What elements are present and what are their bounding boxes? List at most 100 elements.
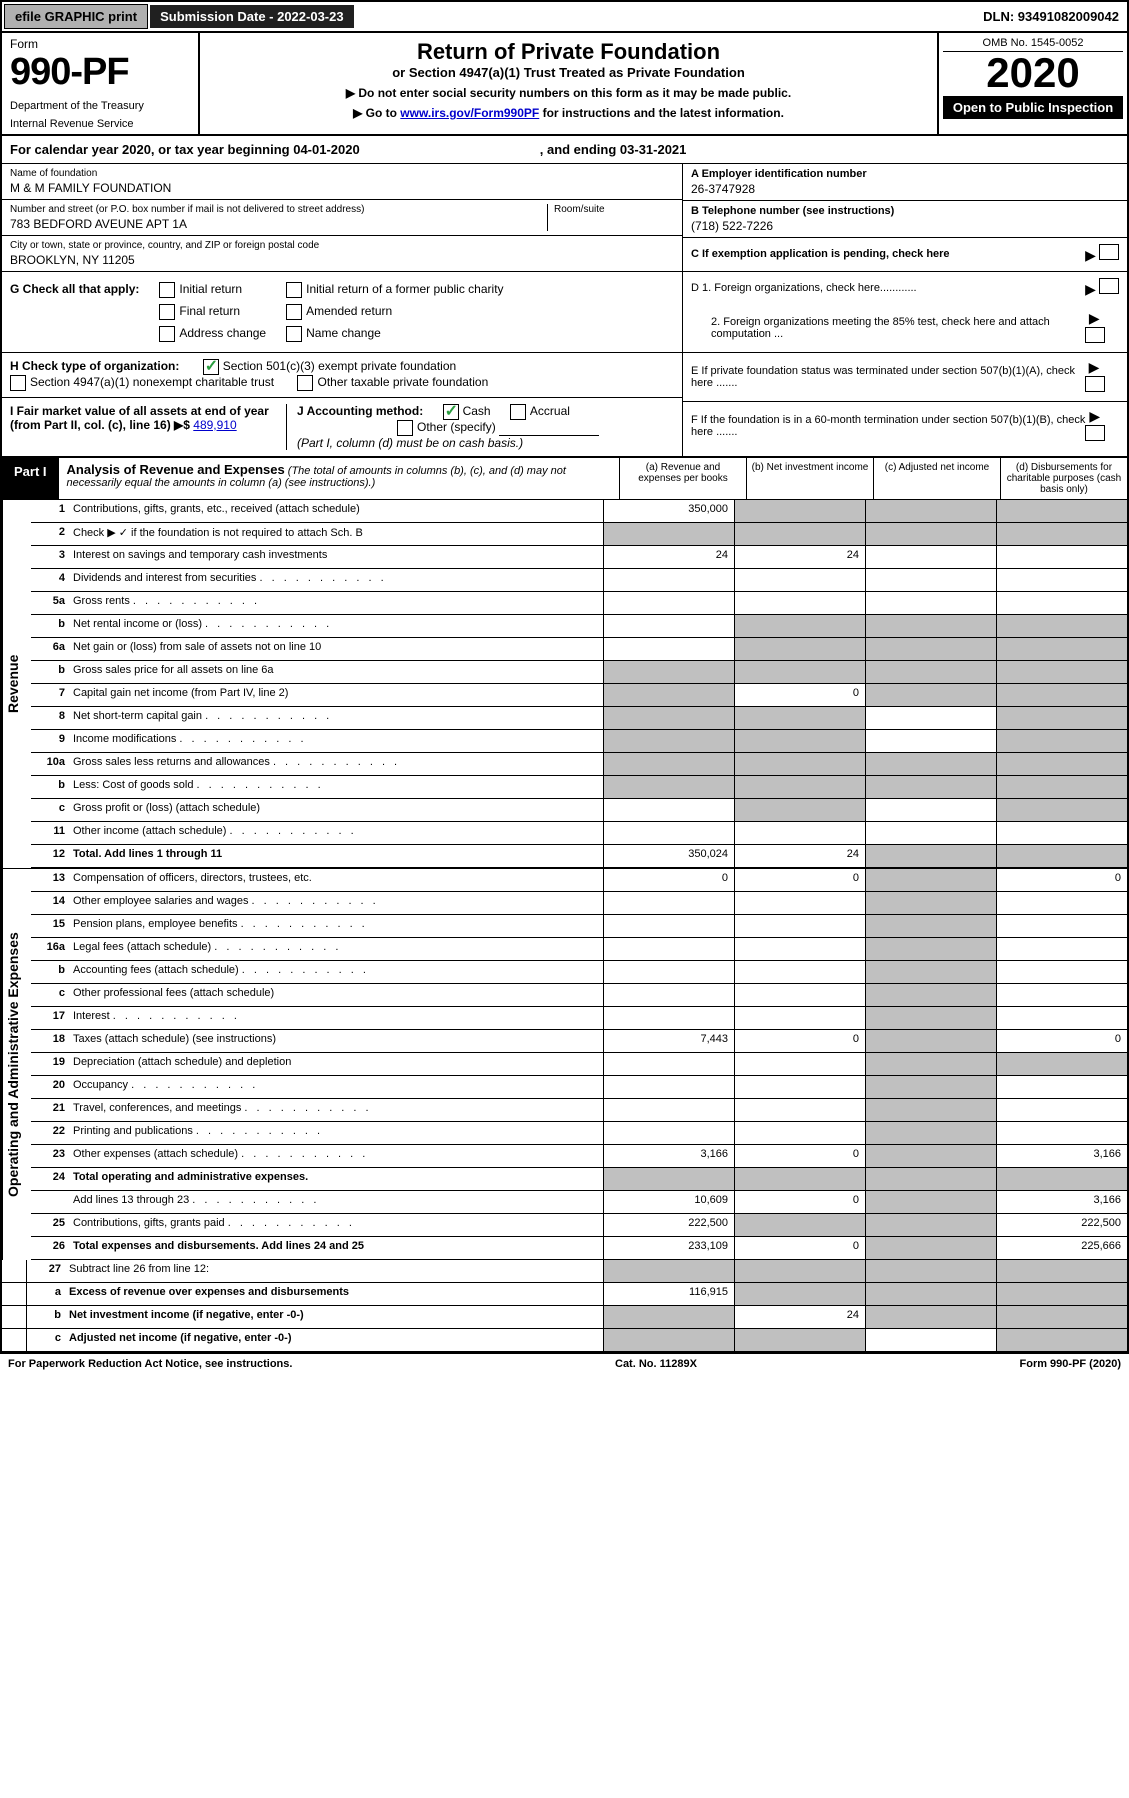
col-c-val <box>865 1099 996 1121</box>
col-a-val <box>603 1122 734 1144</box>
col-d-val: 3,166 <box>996 1191 1127 1213</box>
expenses-section: Operating and Administrative Expenses 13… <box>2 868 1127 1260</box>
ein-label: A Employer identification number <box>691 168 1119 180</box>
initial-return-checkbox[interactable] <box>159 282 175 298</box>
col-a-val <box>603 1306 734 1328</box>
line-desc: Total expenses and disbursements. Add li… <box>69 1237 603 1259</box>
form-subtitle: or Section 4947(a)(1) Trust Treated as P… <box>206 65 931 80</box>
line-desc: Gross rents <box>69 592 603 614</box>
arrow-icon: ▶ <box>1089 359 1100 375</box>
line-desc: Adjusted net income (if negative, enter … <box>65 1329 603 1351</box>
form-label: Form <box>10 37 190 51</box>
address-change-checkbox[interactable] <box>159 326 175 342</box>
col-a-val <box>603 638 734 660</box>
line-num: 26 <box>31 1237 69 1259</box>
line-desc: Total operating and administrative expen… <box>69 1168 603 1190</box>
col-b-val <box>734 569 865 591</box>
spacer <box>2 1283 27 1305</box>
city-state-zip: BROOKLYN, NY 11205 <box>10 251 674 267</box>
col-b-val: 0 <box>734 1237 865 1259</box>
line-desc: Gross sales price for all assets on line… <box>69 661 603 683</box>
col-d-val <box>996 1007 1127 1029</box>
amended-return-checkbox[interactable] <box>286 304 302 320</box>
col-d-val <box>996 1099 1127 1121</box>
j-other-checkbox[interactable] <box>397 420 413 436</box>
line-l22: 22 Printing and publications <box>31 1122 1127 1145</box>
city-cell: City or town, state or province, country… <box>2 236 682 271</box>
f-checkbox[interactable] <box>1085 425 1105 441</box>
col-c-val <box>865 546 996 568</box>
form990pf-link[interactable]: www.irs.gov/Form990PF <box>400 106 539 120</box>
col-c-val <box>865 1145 996 1167</box>
col-a-val: 233,109 <box>603 1237 734 1259</box>
col-b-val <box>734 638 865 660</box>
fmv-link[interactable]: 489,910 <box>193 418 236 432</box>
efile-print-btn[interactable]: efile GRAPHIC print <box>4 4 148 29</box>
line-desc: Less: Cost of goods sold <box>69 776 603 798</box>
arrow-icon: ▶ <box>1089 408 1100 424</box>
col-a-val <box>603 684 734 706</box>
line-desc: Printing and publications <box>69 1122 603 1144</box>
col-d-val <box>996 753 1127 775</box>
col-b-val <box>734 730 865 752</box>
line-desc: Compensation of officers, directors, tru… <box>69 869 603 891</box>
col-d-val <box>996 984 1127 1006</box>
d2-label: 2. Foreign organizations meeting the 85%… <box>691 316 1085 340</box>
line-l16a: 16a Legal fees (attach schedule) <box>31 938 1127 961</box>
d1-checkbox[interactable] <box>1099 278 1119 294</box>
line-desc: Capital gain net income (from Part IV, l… <box>69 684 603 706</box>
col-c-val <box>865 1329 996 1351</box>
h-4947-checkbox[interactable] <box>10 375 26 391</box>
col-a-val <box>603 592 734 614</box>
col-d-val <box>996 592 1127 614</box>
col-c-val <box>865 822 996 844</box>
col-a-val <box>603 661 734 683</box>
e-checkbox[interactable] <box>1085 376 1105 392</box>
col-b-val <box>734 822 865 844</box>
j-other-input[interactable] <box>499 423 599 436</box>
line-l14: 14 Other employee salaries and wages <box>31 892 1127 915</box>
line-num: 5a <box>31 592 69 614</box>
col-d-val <box>996 822 1127 844</box>
line-num: c <box>27 1329 65 1351</box>
h-4947-label: Section 4947(a)(1) nonexempt charitable … <box>30 375 274 389</box>
line-l10c: c Gross profit or (loss) (attach schedul… <box>31 799 1127 822</box>
col-c-val <box>865 638 996 660</box>
col-a-val: 7,443 <box>603 1030 734 1052</box>
h-501c3-checkbox[interactable] <box>203 359 219 375</box>
col-a-val <box>603 523 734 545</box>
d2-checkbox[interactable] <box>1085 327 1105 343</box>
line-desc: Net rental income or (loss) <box>69 615 603 637</box>
col-c-val <box>865 1306 996 1328</box>
form-version: Form 990-PF (2020) <box>1020 1358 1121 1370</box>
line-desc: Accounting fees (attach schedule) <box>69 961 603 983</box>
line-l12: 12 Total. Add lines 1 through 11 350,024… <box>31 845 1127 868</box>
j-note: (Part I, column (d) must be on cash basi… <box>297 436 674 450</box>
line-l4: 4 Dividends and interest from securities <box>31 569 1127 592</box>
col-a-val: 350,024 <box>603 845 734 867</box>
line-l27b: b Net investment income (if negative, en… <box>2 1306 1127 1329</box>
part1-header: Part I Analysis of Revenue and Expenses … <box>2 458 1127 500</box>
col-d-val: 3,166 <box>996 1145 1127 1167</box>
name-change-checkbox[interactable] <box>286 326 302 342</box>
h-other-checkbox[interactable] <box>297 375 313 391</box>
final-return-checkbox[interactable] <box>159 304 175 320</box>
initial-former-checkbox[interactable] <box>286 282 302 298</box>
line-desc: Check ▶ ✓ if the foundation is not requi… <box>69 523 603 545</box>
j-accrual-checkbox[interactable] <box>510 404 526 420</box>
line-l27a: a Excess of revenue over expenses and di… <box>2 1283 1127 1306</box>
line-desc: Add lines 13 through 23 <box>69 1191 603 1213</box>
instr2-post: for instructions and the latest informat… <box>539 106 784 120</box>
e-label: E If private foundation status was termi… <box>691 365 1085 389</box>
cat-number: Cat. No. 11289X <box>615 1358 697 1370</box>
line-l6a: 6a Net gain or (loss) from sale of asset… <box>31 638 1127 661</box>
col-d-val: 222,500 <box>996 1214 1127 1236</box>
col-b-val <box>734 915 865 937</box>
instr-2: ▶ Go to www.irs.gov/Form990PF for instru… <box>206 106 931 120</box>
j-cash-checkbox[interactable] <box>443 404 459 420</box>
j-cash-label: Cash <box>463 404 491 418</box>
c-checkbox[interactable] <box>1099 244 1119 260</box>
line-l1: 1 Contributions, gifts, grants, etc., re… <box>31 500 1127 523</box>
ein-cell: A Employer identification number 26-3747… <box>683 164 1127 201</box>
col-d-val <box>996 1283 1127 1305</box>
